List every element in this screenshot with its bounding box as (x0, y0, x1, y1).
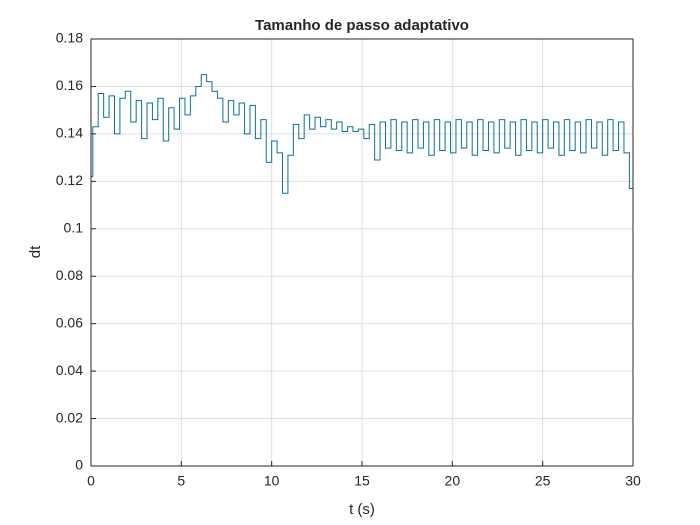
y-tick-label: 0 (75, 457, 83, 473)
y-tick-label: 0.1 (64, 219, 84, 235)
x-tick-label: 10 (264, 473, 280, 489)
x-tick-label: 25 (535, 473, 551, 489)
x-tick-label: 15 (354, 473, 370, 489)
y-tick-label: 0.04 (56, 362, 83, 378)
y-axis-label: dt (27, 245, 44, 258)
y-tick-label: 0.08 (56, 267, 83, 283)
plot-box (90, 38, 634, 467)
y-tick-label: 0.14 (56, 125, 83, 141)
x-tick-label: 20 (445, 473, 461, 489)
x-axis-label: t (s) (349, 501, 375, 518)
y-tick-label: 0.18 (56, 30, 83, 46)
data-line (91, 74, 633, 194)
x-tick-label: 30 (625, 473, 641, 489)
x-tick-label: 5 (177, 473, 185, 489)
chart-title: Tamanho de passo adaptativo (255, 17, 469, 34)
y-tick-label: 0.06 (56, 314, 83, 330)
y-tick-label: 0.02 (56, 409, 83, 425)
y-tick-label: 0.12 (56, 172, 83, 188)
x-tick-label: 0 (87, 473, 95, 489)
y-tick-label: 0.16 (56, 77, 83, 93)
